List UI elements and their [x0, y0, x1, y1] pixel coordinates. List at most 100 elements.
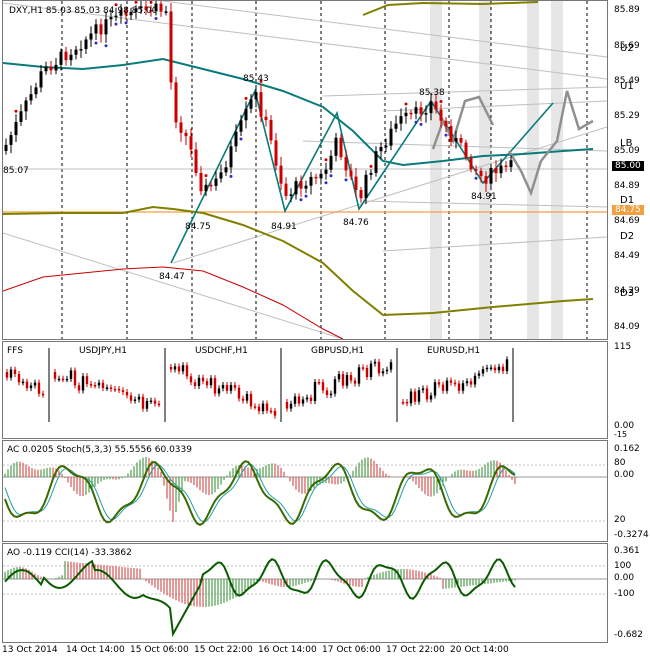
fx-candle — [177, 363, 181, 375]
fx-candle — [241, 395, 245, 404]
time-label: 17 Oct 06:00 — [322, 645, 381, 655]
fx-candle — [361, 364, 365, 371]
price-label: 84.09 — [614, 322, 640, 332]
faint-trendlines — [3, 1, 607, 339]
candle — [399, 108, 403, 131]
candle — [229, 140, 233, 178]
candle — [94, 19, 98, 45]
fx-candle — [33, 379, 37, 389]
fractal-marker — [324, 158, 328, 162]
annotation-label: 84.75 — [185, 222, 211, 232]
fx-candle — [57, 375, 61, 382]
candle — [364, 170, 368, 205]
fx-candle — [9, 366, 13, 381]
candle — [419, 101, 423, 126]
fx-candle — [209, 375, 213, 389]
candle — [489, 164, 493, 189]
candle — [424, 105, 428, 123]
fractal-marker — [344, 178, 348, 182]
candle — [39, 64, 43, 93]
candle — [214, 171, 218, 191]
cci-line — [4, 558, 516, 638]
candle — [259, 79, 263, 123]
candle — [159, 1, 163, 17]
fractal-marker — [414, 120, 418, 124]
fx-candle — [341, 371, 345, 389]
candle — [169, 2, 173, 90]
time-label: 16 Oct 14:00 — [258, 645, 317, 655]
candle — [204, 174, 208, 197]
candle — [179, 116, 183, 142]
left-edge-price: 85.07 — [3, 166, 29, 176]
fractal-marker — [329, 174, 333, 178]
fx-panel-svg[interactable]: FFS USDJPY,H1 USDCHF,H1 GBPUSD,H1 EURUSD… — [3, 342, 607, 438]
fx-candle — [477, 370, 481, 379]
candle — [239, 114, 243, 141]
lower-band-curve — [3, 266, 344, 339]
fx-candle — [97, 379, 101, 389]
candle — [294, 177, 298, 200]
fx-candle — [313, 378, 317, 404]
candle — [244, 96, 248, 129]
fx-candle — [249, 390, 253, 410]
fx-candle — [201, 374, 205, 385]
candle — [9, 131, 13, 154]
ac-stoch-svg[interactable]: AC 0.0205 Stoch(5,3,3) 55.5556 60.0339 — [3, 441, 607, 541]
candle — [14, 109, 18, 143]
candle — [144, 1, 148, 15]
fx-candle — [109, 384, 113, 392]
fx-candle — [81, 373, 85, 394]
main-price-pane[interactable] — [2, 0, 608, 340]
fx-candle — [101, 379, 105, 392]
fx-candle — [317, 378, 321, 386]
fx-scale-top: 115 — [614, 342, 632, 352]
fx-candle — [309, 394, 313, 404]
stoch-signal-line — [4, 463, 516, 523]
fx-candle — [149, 397, 153, 404]
candle — [354, 167, 358, 197]
fx-candle — [137, 393, 141, 403]
fx-candle — [357, 364, 361, 387]
candle — [349, 163, 353, 180]
candle — [254, 85, 258, 108]
fx-candle — [105, 384, 109, 392]
candle — [304, 180, 308, 198]
candle — [499, 158, 503, 179]
ac-scale-label: 20 — [614, 515, 626, 525]
session-shade — [527, 1, 539, 339]
candle — [409, 109, 413, 120]
time-label: 15 Oct 22:00 — [194, 645, 253, 655]
highlight-price-tag: 84.75 — [612, 205, 644, 215]
ao-scale-label: 100 — [614, 561, 632, 571]
fractal-marker — [474, 176, 478, 180]
fx-candle — [65, 375, 69, 383]
fx-candle — [225, 381, 229, 394]
fractal-marker — [124, 21, 128, 25]
price-label: 85.29 — [614, 111, 640, 121]
fx-candle — [301, 396, 305, 407]
price-label: 85.69 — [614, 41, 640, 51]
ac-scale-label: 0.162 — [614, 444, 640, 454]
candle — [79, 40, 83, 58]
fractal-marker — [154, 17, 158, 21]
candles-group — [4, 1, 513, 205]
fx-candle — [501, 363, 505, 375]
candle — [339, 133, 343, 161]
fx-candle — [61, 375, 65, 383]
fx-candle — [293, 393, 297, 407]
candle — [54, 57, 58, 75]
fractal-marker — [244, 96, 248, 100]
fractal-marker — [444, 133, 448, 137]
candle — [219, 164, 223, 183]
fractal-marker — [419, 122, 423, 126]
candle — [479, 167, 483, 183]
main-chart-svg[interactable]: 85.43 85.38 84.75 84.91 84.76 84.91 84.4… — [3, 1, 607, 339]
fx-candle — [93, 382, 97, 389]
candle — [299, 175, 303, 202]
fx-candle — [213, 375, 217, 397]
fractal-marker — [369, 164, 373, 168]
fractal-marker — [14, 109, 18, 113]
ao-scale-label: 0.361 — [614, 546, 640, 556]
pivot-level-label: U2 — [620, 43, 634, 54]
ao-cci-svg[interactable]: AO -0.119 CCI(14) -33.3862 — [3, 544, 607, 642]
